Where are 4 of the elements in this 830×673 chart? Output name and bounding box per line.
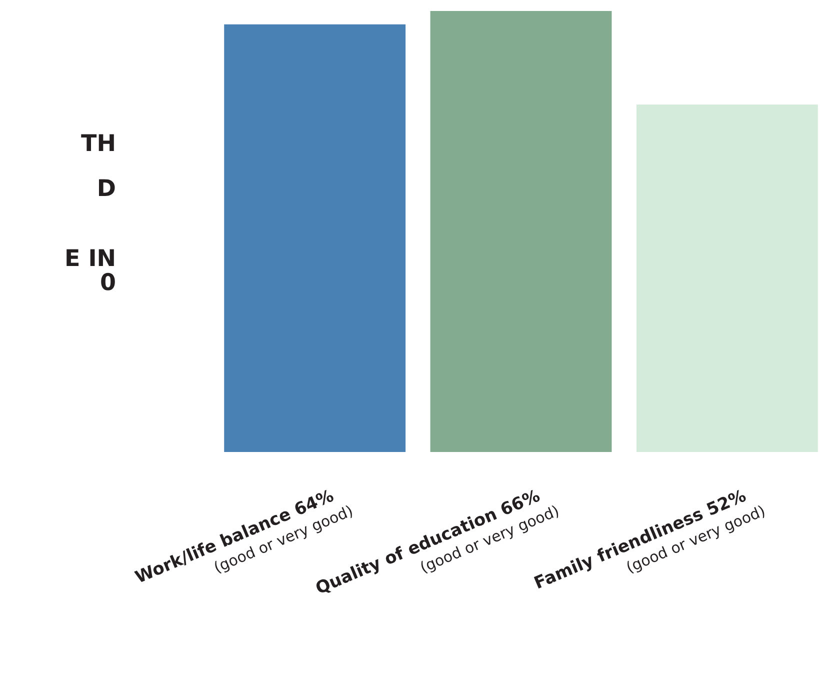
text: E IN <box>64 246 116 272</box>
text: 0 <box>100 270 116 296</box>
text: D <box>96 176 116 202</box>
text: TH <box>81 131 116 157</box>
